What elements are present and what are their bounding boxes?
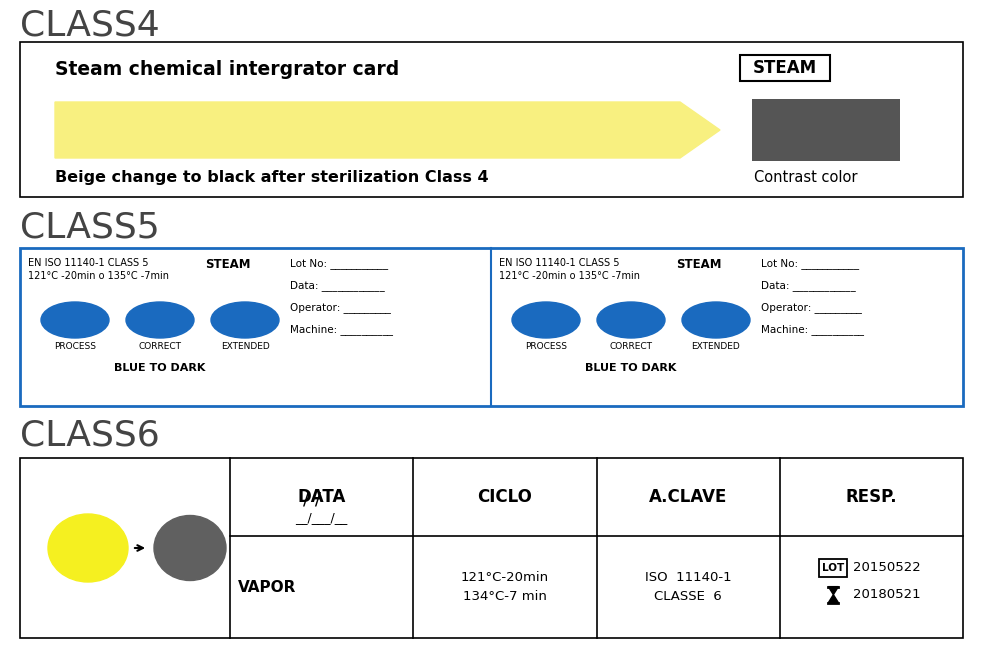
Text: Operator: _________: Operator: _________ <box>290 302 391 313</box>
Text: DATA: DATA <box>298 488 346 506</box>
Text: CORRECT: CORRECT <box>609 342 653 351</box>
Text: EXTENDED: EXTENDED <box>220 342 269 351</box>
Text: Contrast color: Contrast color <box>754 170 857 185</box>
Text: / /: / / <box>303 491 320 509</box>
Text: EXTENDED: EXTENDED <box>692 342 740 351</box>
Text: LOT: LOT <box>822 563 844 573</box>
Bar <box>752 99 900 161</box>
Text: Machine: __________: Machine: __________ <box>761 324 864 335</box>
Text: VAPOR: VAPOR <box>238 579 297 594</box>
Text: A.CLAVE: A.CLAVE <box>649 488 727 506</box>
Bar <box>820 558 847 577</box>
Polygon shape <box>829 595 838 603</box>
Text: Steam chemical intergrator card: Steam chemical intergrator card <box>55 60 399 79</box>
Text: PROCESS: PROCESS <box>54 342 96 351</box>
Ellipse shape <box>48 514 128 582</box>
Text: Data: ____________: Data: ____________ <box>290 280 384 291</box>
Text: CLASS5: CLASS5 <box>20 210 160 244</box>
Text: __/___/__: __/___/__ <box>296 511 348 524</box>
Bar <box>20 248 963 406</box>
Text: ISO  11140-1
CLASSE  6: ISO 11140-1 CLASSE 6 <box>645 571 731 603</box>
Ellipse shape <box>211 302 279 338</box>
Ellipse shape <box>41 302 109 338</box>
Text: CORRECT: CORRECT <box>139 342 182 351</box>
Text: Beige change to black after sterilization Class 4: Beige change to black after sterilizatio… <box>55 170 489 185</box>
Text: BLUE TO DARK: BLUE TO DARK <box>114 363 205 373</box>
Text: STEAM: STEAM <box>205 258 251 271</box>
Ellipse shape <box>512 302 580 338</box>
Text: Lot No: ___________: Lot No: ___________ <box>761 258 859 269</box>
Text: Lot No: ___________: Lot No: ___________ <box>290 258 388 269</box>
Text: BLUE TO DARK: BLUE TO DARK <box>585 363 676 373</box>
Ellipse shape <box>597 302 665 338</box>
Bar <box>20 42 963 197</box>
Text: 20180521: 20180521 <box>853 588 921 601</box>
Text: PROCESS: PROCESS <box>525 342 567 351</box>
Text: EN ISO 11140-1 CLASS 5
121°C -20min o 135°C -7min: EN ISO 11140-1 CLASS 5 121°C -20min o 13… <box>28 258 169 281</box>
Bar <box>740 55 830 81</box>
Ellipse shape <box>126 302 194 338</box>
Text: CLASS4: CLASS4 <box>20 8 160 42</box>
Text: CICLO: CICLO <box>478 488 533 506</box>
Text: Operator: _________: Operator: _________ <box>761 302 862 313</box>
Text: 20150522: 20150522 <box>853 561 921 574</box>
Text: 121°C-20min
134°C-7 min: 121°C-20min 134°C-7 min <box>461 571 549 603</box>
Polygon shape <box>55 102 720 158</box>
Ellipse shape <box>682 302 750 338</box>
Text: STEAM: STEAM <box>676 258 722 271</box>
Polygon shape <box>829 586 838 595</box>
Text: STEAM: STEAM <box>753 59 817 77</box>
Text: Data: ____________: Data: ____________ <box>761 280 856 291</box>
Ellipse shape <box>154 515 226 581</box>
Text: RESP.: RESP. <box>845 488 897 506</box>
Text: Machine: __________: Machine: __________ <box>290 324 393 335</box>
Text: EN ISO 11140-1 CLASS 5
121°C -20min o 135°C -7min: EN ISO 11140-1 CLASS 5 121°C -20min o 13… <box>499 258 640 281</box>
Bar <box>20 458 963 638</box>
Text: CLASS6: CLASS6 <box>20 418 160 452</box>
